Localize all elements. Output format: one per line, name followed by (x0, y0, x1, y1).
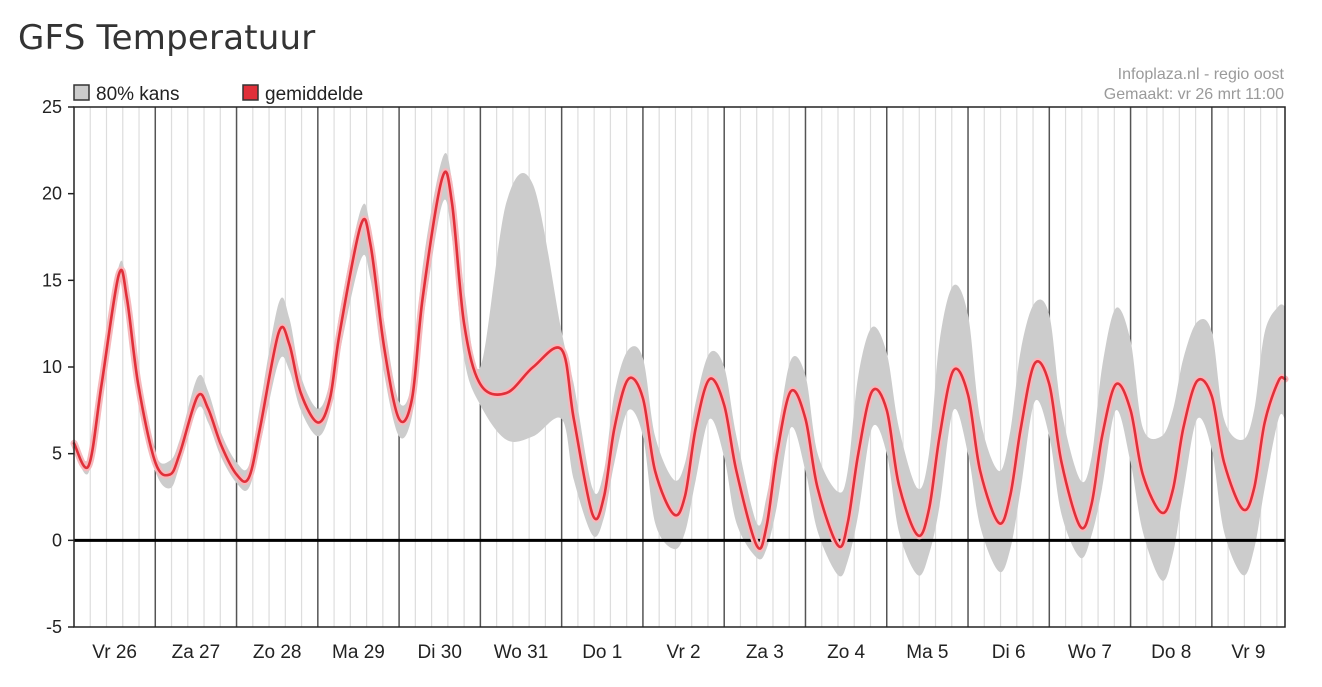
legend-label-gemiddelde: gemiddelde (265, 84, 363, 105)
source-line: Infoplaza.nl - regio oost (1118, 66, 1285, 83)
x-day-label: Ma 5 (906, 642, 948, 663)
series-gemiddelde (70, 168, 1289, 553)
x-day-label: Zo 28 (253, 642, 302, 663)
y-axis: -5 0 5 10 15 20 25 (42, 97, 74, 637)
x-day-label: Wo 31 (494, 642, 549, 663)
y-tick-label: 0 (52, 530, 62, 550)
x-day-label: Vr 26 (92, 642, 137, 663)
y-tick-label: 5 (52, 444, 62, 464)
x-day-label: Zo 4 (827, 642, 865, 663)
x-day-label: Do 1 (582, 642, 622, 663)
x-day-label: Vr 9 (1231, 642, 1265, 663)
x-day-label: Ma 29 (332, 642, 385, 663)
x-day-label: Do 8 (1151, 642, 1191, 663)
x-day-label: Di 30 (418, 642, 462, 663)
legend-swatch-80-kans (73, 84, 90, 101)
y-tick-label: 20 (42, 184, 62, 204)
legend-label-80-kans: 80% kans (96, 84, 179, 105)
page-title: GFS Temperatuur (18, 18, 316, 58)
mean-line (72, 170, 1287, 550)
y-tick-label: 15 (42, 270, 62, 290)
y-tick-label: 25 (42, 97, 62, 117)
y-tick-label: -5 (46, 617, 62, 637)
x-day-label: Di 6 (992, 642, 1026, 663)
created-line: Gemaakt: vr 26 mrt 11:00 (1104, 86, 1284, 103)
legend: 80% kans gemiddelde (73, 84, 363, 105)
x-day-label: Wo 7 (1068, 642, 1112, 663)
x-axis: Vr 26 Za 27 Zo 28 Ma 29 Di 30 Wo 31 Do 1 Vr 2 Za… (92, 642, 1265, 663)
x-day-label: Vr 2 (666, 642, 700, 663)
x-day-label: Za 27 (172, 642, 221, 663)
legend-swatch-gemiddelde (242, 84, 259, 101)
x-day-label: Za 3 (746, 642, 784, 663)
y-tick-label: 10 (42, 357, 62, 377)
